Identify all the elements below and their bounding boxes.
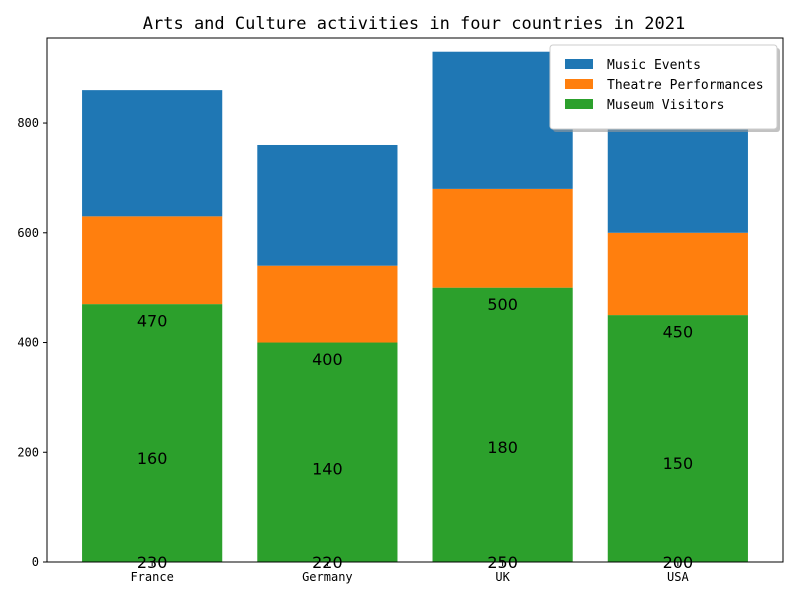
bar-usa-theatre-performances bbox=[607, 232, 748, 316]
data-label-uk-0: 500 bbox=[487, 295, 518, 314]
bar-usa-music-events bbox=[607, 123, 748, 233]
legend-swatch-music-events bbox=[565, 59, 593, 69]
data-label-uk-1: 180 bbox=[487, 438, 518, 457]
data-label-france-1: 160 bbox=[137, 449, 168, 468]
x-tick-label-usa: USA bbox=[667, 570, 689, 584]
data-label-france-0: 470 bbox=[137, 312, 168, 331]
x-tick-label-france: France bbox=[130, 570, 173, 584]
data-label-usa-1: 150 bbox=[663, 454, 694, 473]
bars-group bbox=[82, 51, 748, 562]
bar-germany-museum-visitors bbox=[257, 342, 398, 562]
legend-swatch-museum-visitors bbox=[565, 99, 593, 109]
data-label-germany-0: 400 bbox=[312, 350, 343, 369]
legend-label-museum-visitors: Museum Visitors bbox=[607, 98, 724, 113]
legend-swatch-theatre-performances bbox=[565, 79, 593, 89]
data-label-usa-0: 450 bbox=[663, 323, 694, 342]
chart-title: Arts and Culture activities in four coun… bbox=[143, 14, 685, 34]
x-tick-label-uk: UK bbox=[495, 570, 510, 584]
bar-uk-theatre-performances bbox=[432, 188, 573, 288]
bar-germany-theatre-performances bbox=[257, 265, 398, 343]
legend-box bbox=[549, 44, 778, 130]
y-tick-label-600: 600 bbox=[17, 226, 39, 240]
bar-france-music-events bbox=[82, 90, 223, 217]
bar-germany-music-events bbox=[257, 144, 398, 266]
plot-area-frame bbox=[46, 37, 784, 563]
data-label-germany-1: 140 bbox=[312, 460, 343, 479]
bar-france-museum-visitors bbox=[82, 304, 223, 562]
legend-label-music-events: Music Events bbox=[607, 58, 701, 73]
bar-uk-museum-visitors bbox=[432, 287, 573, 562]
legend: Music Events Theatre Performances Museum V… bbox=[549, 44, 780, 132]
y-tick-label-200: 200 bbox=[17, 445, 39, 459]
bar-france-theatre-performances bbox=[82, 216, 223, 305]
y-tick-label-0: 0 bbox=[32, 555, 39, 569]
legend-label-theatre-performances: Theatre Performances bbox=[607, 78, 764, 93]
x-tick-label-germany: Germany bbox=[302, 570, 353, 584]
y-tick-label-800: 800 bbox=[17, 116, 39, 130]
x-axis: France Germany UK USA bbox=[130, 562, 689, 584]
y-tick-label-400: 400 bbox=[17, 336, 39, 350]
y-axis: 0 200 400 600 800 bbox=[17, 116, 47, 569]
bar-usa-museum-visitors bbox=[607, 315, 748, 562]
bar-uk-music-events bbox=[432, 51, 573, 189]
